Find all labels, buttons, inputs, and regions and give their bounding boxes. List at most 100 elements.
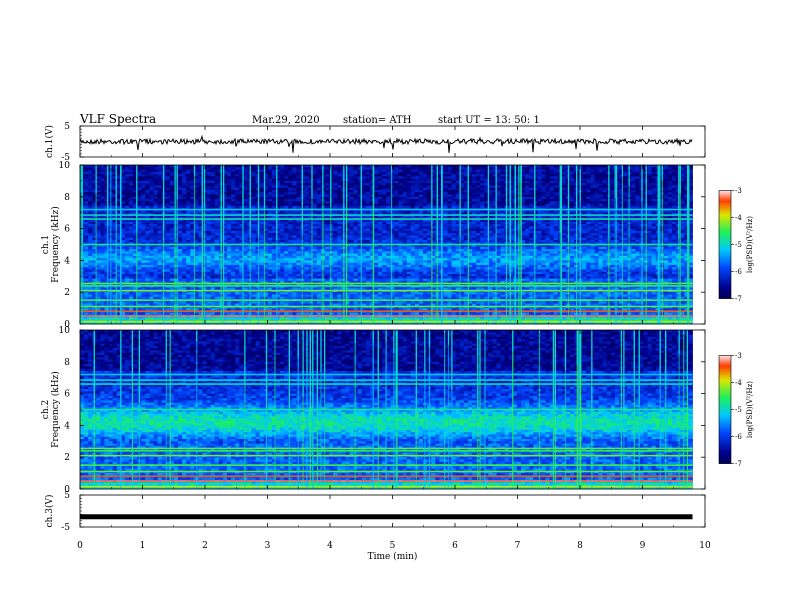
spectrogram-cell <box>141 206 145 209</box>
spectrogram-cell <box>427 176 431 179</box>
spectrogram-cell <box>125 233 129 236</box>
spectrogram-cell <box>480 165 484 168</box>
spectrogram-cell <box>386 181 390 184</box>
spectrogram-cell <box>105 167 109 170</box>
spectrogram-cell <box>292 231 296 234</box>
spectrogram-cell <box>227 238 231 241</box>
spectrogram-cell <box>635 238 639 241</box>
spectrogram-cell <box>668 165 672 168</box>
spectrogram-cell <box>325 235 329 238</box>
spectrogram-cell <box>125 174 129 177</box>
spectrogram-cell <box>423 172 427 175</box>
spectrogram-cell <box>664 199 668 202</box>
spectrogram-cell <box>501 206 505 209</box>
spectrogram-cell <box>137 222 141 225</box>
spectrogram-cell <box>664 183 668 186</box>
spectrogram-cell <box>550 206 554 209</box>
spectrogram-cell <box>96 172 100 175</box>
spectrogram-cell <box>170 199 174 202</box>
spectrogram-cell <box>145 185 149 188</box>
spectrogram-cell <box>664 210 668 213</box>
spectrogram-cell <box>215 176 219 179</box>
spectrogram-cell <box>366 224 370 227</box>
spectrogram-cell <box>288 185 292 188</box>
spectrogram-cell <box>350 197 354 200</box>
spectrogram-cell <box>452 195 456 198</box>
spectrogram-cell <box>501 195 505 198</box>
spectrogram-cell <box>533 167 537 170</box>
spectrogram-cell <box>652 195 656 198</box>
spectrogram-cell <box>603 220 607 223</box>
spectrogram-cell <box>137 181 141 184</box>
spectrogram-cell <box>427 172 431 175</box>
spectrogram-cell <box>664 201 668 204</box>
spectrogram-cell <box>386 231 390 234</box>
spectrogram-cell <box>448 233 452 236</box>
spectrogram-cell <box>235 176 239 179</box>
spectrogram-cell <box>178 231 182 234</box>
spectrogram-cell <box>211 222 215 225</box>
spectrogram-cell <box>125 185 129 188</box>
spectrogram-cell <box>362 181 366 184</box>
spectrogram-cell <box>366 231 370 234</box>
spectrogram-cell <box>231 176 235 179</box>
spectrogram-cell <box>280 224 284 227</box>
spectrogram-cell <box>305 170 309 173</box>
spectrogram-cell <box>595 224 599 227</box>
spectrogram-cell <box>337 188 341 191</box>
spectrogram-cell <box>256 181 260 184</box>
spectrogram-cell <box>586 201 590 204</box>
spectrogram-cell <box>419 176 423 179</box>
spectrogram-cell <box>595 231 599 234</box>
spectrogram-cell <box>231 188 235 191</box>
spectrogram-cell <box>158 233 162 236</box>
spectrogram-cell <box>186 222 190 225</box>
spectrogram-cell <box>595 222 599 225</box>
spectrogram-cell <box>529 226 533 229</box>
spectrogram-cell <box>472 179 476 182</box>
spectrogram-cell <box>599 179 603 182</box>
spectrogram-cell <box>533 190 537 193</box>
spectrogram-cell <box>562 233 566 236</box>
spectrogram-cell <box>137 224 141 227</box>
spectrogram-cell <box>354 188 358 191</box>
spectrogram-cell <box>154 224 158 227</box>
spectrogram-cell <box>186 165 190 168</box>
spectrogram-cell <box>125 176 129 179</box>
spectrogram-cell <box>472 233 476 236</box>
spectrogram-cell <box>166 204 170 207</box>
spectrogram-cell <box>623 210 627 213</box>
spectrogram-cell <box>586 197 590 200</box>
spectrogram-cell <box>407 167 411 170</box>
spectrogram-cell <box>256 238 260 241</box>
spectrogram-cell <box>582 201 586 204</box>
spectrogram-cell <box>362 210 366 213</box>
spectrogram-cell <box>488 222 492 225</box>
spectrogram-cell <box>664 185 668 188</box>
spectrogram-cell <box>231 172 235 175</box>
spectrogram-cell <box>313 206 317 209</box>
spectrogram-cell <box>407 222 411 225</box>
spectrogram-cell <box>570 174 574 177</box>
spectrogram-cell <box>590 190 594 193</box>
spectrogram-cell <box>533 238 537 241</box>
spectrogram-cell <box>582 174 586 177</box>
spectrogram-cell <box>317 181 321 184</box>
spectrogram-cell <box>260 210 264 213</box>
spectrogram-cell <box>570 238 574 241</box>
spectrogram-cell <box>407 170 411 173</box>
spectrogram-cell <box>452 226 456 229</box>
spectrogram-cell <box>96 170 100 173</box>
spectrogram-cell <box>570 176 574 179</box>
spectrogram-cell <box>227 210 231 213</box>
spectrogram-cell <box>100 183 104 186</box>
spectrogram-cell <box>562 204 566 207</box>
spectrogram-cell <box>488 238 492 241</box>
spectrogram-cell <box>635 233 639 236</box>
spectrogram-cell <box>603 188 607 191</box>
spectrogram-cell <box>280 229 284 232</box>
spectrogram-cell <box>374 188 378 191</box>
spectrogram-cell <box>525 229 529 232</box>
spectrogram-cell <box>354 224 358 227</box>
spectrogram-cell <box>452 197 456 200</box>
